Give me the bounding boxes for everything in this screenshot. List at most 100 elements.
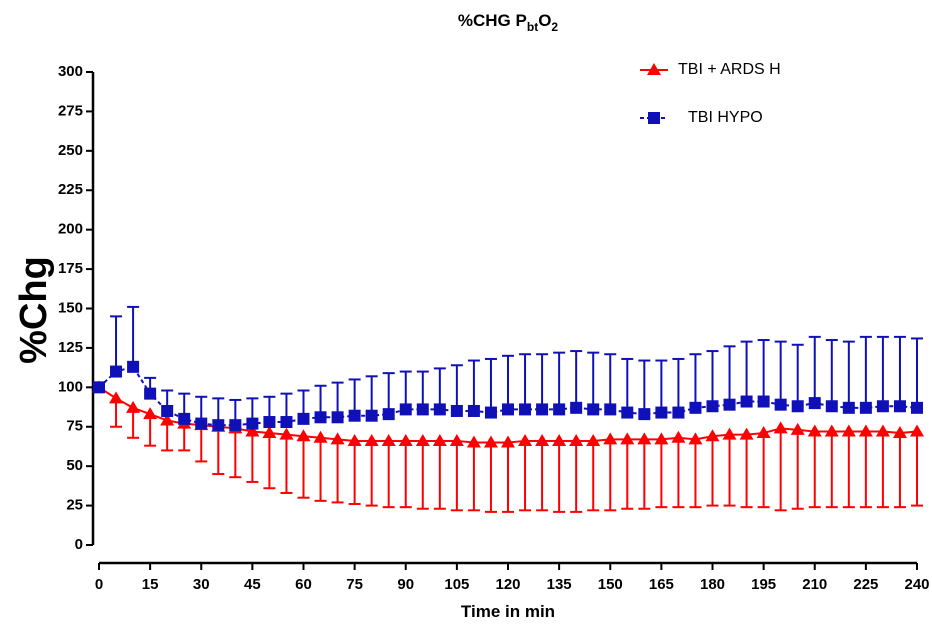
marker xyxy=(604,403,617,416)
y-tick-label: 200 xyxy=(58,221,83,238)
x-tick-label: 240 xyxy=(904,576,929,593)
marker xyxy=(212,419,225,432)
marker xyxy=(536,403,549,416)
marker xyxy=(893,400,906,413)
marker xyxy=(416,403,429,416)
marker xyxy=(279,427,294,440)
y-tick-label: 175 xyxy=(58,260,83,277)
marker xyxy=(586,433,601,446)
marker xyxy=(229,419,242,432)
marker xyxy=(347,433,362,446)
marker xyxy=(466,435,481,448)
marker xyxy=(127,360,140,373)
x-tick-label: 105 xyxy=(444,576,469,593)
marker xyxy=(297,412,310,425)
marker xyxy=(620,432,635,445)
marker xyxy=(756,426,771,439)
x-tick-label: 135 xyxy=(547,576,572,593)
marker xyxy=(723,398,736,411)
marker xyxy=(858,424,873,437)
x-tick-label: 45 xyxy=(244,576,261,593)
marker xyxy=(245,424,260,437)
marker xyxy=(842,401,855,414)
marker xyxy=(654,432,669,445)
legend-label: TBI + ARDS H xyxy=(678,61,781,78)
x-axis-label: Time in min xyxy=(461,602,555,621)
marker xyxy=(637,432,652,445)
marker xyxy=(330,432,345,445)
x-tick-label: 30 xyxy=(193,576,210,593)
marker xyxy=(535,433,550,446)
marker xyxy=(143,407,158,420)
marker xyxy=(570,401,583,414)
marker xyxy=(825,400,838,413)
marker xyxy=(501,435,515,448)
legend-label: TBI HYPO xyxy=(688,109,763,126)
x-tick-label: 225 xyxy=(853,576,878,593)
marker xyxy=(722,427,737,440)
marker xyxy=(331,411,344,424)
marker xyxy=(638,408,651,421)
y-tick-label: 125 xyxy=(58,339,83,356)
x-tick-label: 180 xyxy=(700,576,725,593)
y-axis-label: %Chg xyxy=(13,256,55,364)
marker xyxy=(875,424,890,437)
marker xyxy=(365,409,378,422)
marker xyxy=(671,430,686,443)
marker xyxy=(364,433,379,446)
marker xyxy=(655,406,668,419)
marker xyxy=(774,398,787,411)
x-tick-label: 75 xyxy=(346,576,363,593)
x-tick-label: 195 xyxy=(751,576,776,593)
y-tick-label: 225 xyxy=(58,181,83,198)
marker xyxy=(432,433,447,446)
marker xyxy=(263,416,276,429)
x-tick-label: 90 xyxy=(397,576,414,593)
marker xyxy=(688,432,703,445)
marker xyxy=(449,433,464,446)
marker xyxy=(382,408,395,421)
marker xyxy=(519,403,532,416)
legend-marker xyxy=(647,63,661,75)
x-tick-label: 150 xyxy=(598,576,623,593)
marker xyxy=(910,424,924,437)
marker xyxy=(757,395,770,408)
y-tick-label: 275 xyxy=(58,102,83,119)
y-tick-label: 300 xyxy=(58,63,83,80)
marker xyxy=(296,429,311,442)
marker xyxy=(808,397,821,410)
x-tick-label: 15 xyxy=(142,576,159,593)
marker xyxy=(892,426,907,439)
marker xyxy=(824,424,839,437)
x-tick-label: 210 xyxy=(802,576,827,593)
marker xyxy=(740,395,753,408)
marker xyxy=(621,406,634,419)
marker xyxy=(569,433,584,446)
marker xyxy=(246,417,259,430)
marker xyxy=(483,435,498,448)
marker xyxy=(144,387,157,400)
marker xyxy=(93,381,105,394)
marker xyxy=(790,422,805,435)
marker xyxy=(859,401,872,414)
marker xyxy=(689,401,702,414)
marker xyxy=(280,416,293,429)
marker xyxy=(739,427,754,440)
marker xyxy=(161,404,174,417)
marker xyxy=(553,403,566,416)
marker xyxy=(587,403,600,416)
y-tick-label: 250 xyxy=(58,142,83,159)
x-tick-label: 120 xyxy=(495,576,520,593)
legend-marker xyxy=(648,112,660,124)
marker xyxy=(399,403,412,416)
marker xyxy=(518,433,533,446)
y-tick-label: 75 xyxy=(66,418,83,435)
marker xyxy=(841,424,856,437)
marker xyxy=(398,433,413,446)
y-tick-label: 25 xyxy=(66,497,83,514)
marker xyxy=(484,406,497,419)
marker xyxy=(415,433,430,446)
marker xyxy=(109,391,124,404)
